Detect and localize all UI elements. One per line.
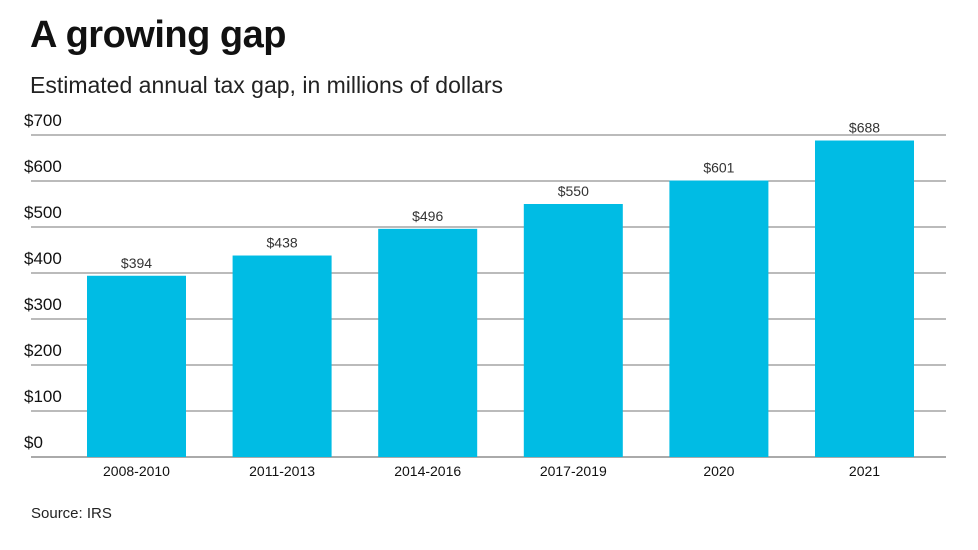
data-label: $601 xyxy=(703,160,734,176)
x-tick-label: 2021 xyxy=(849,463,880,479)
chart-subtitle: Estimated annual tax gap, in millions of… xyxy=(30,72,504,98)
y-tick-label: $600 xyxy=(24,157,62,176)
source-note: Source: IRS xyxy=(31,505,112,522)
data-label: $438 xyxy=(267,235,298,251)
x-tick-label: 2014-2016 xyxy=(394,463,461,479)
x-tick-label: 2011-2013 xyxy=(249,463,315,479)
data-label: $688 xyxy=(849,120,880,136)
bar xyxy=(669,180,769,458)
data-label: $550 xyxy=(558,183,589,199)
x-tick-label: 2008-2010 xyxy=(103,463,170,479)
y-tick-label: $100 xyxy=(24,387,62,406)
chart-title: A growing gap xyxy=(30,14,286,56)
y-tick-label: $400 xyxy=(24,249,62,268)
y-tick-label: $300 xyxy=(24,295,62,314)
x-tick-label: 2017-2019 xyxy=(540,463,607,479)
bar xyxy=(378,228,478,457)
y-tick-label: $700 xyxy=(24,111,62,130)
y-tick-label: $0 xyxy=(24,433,43,452)
bar xyxy=(815,140,914,457)
bar xyxy=(523,204,623,457)
data-label: $496 xyxy=(412,208,443,224)
y-tick-label: $500 xyxy=(24,203,62,222)
bar xyxy=(232,255,332,457)
x-tick-label: 2020 xyxy=(703,463,734,479)
data-label: $394 xyxy=(121,255,152,271)
bar xyxy=(87,275,186,457)
y-tick-label: $200 xyxy=(24,341,62,360)
